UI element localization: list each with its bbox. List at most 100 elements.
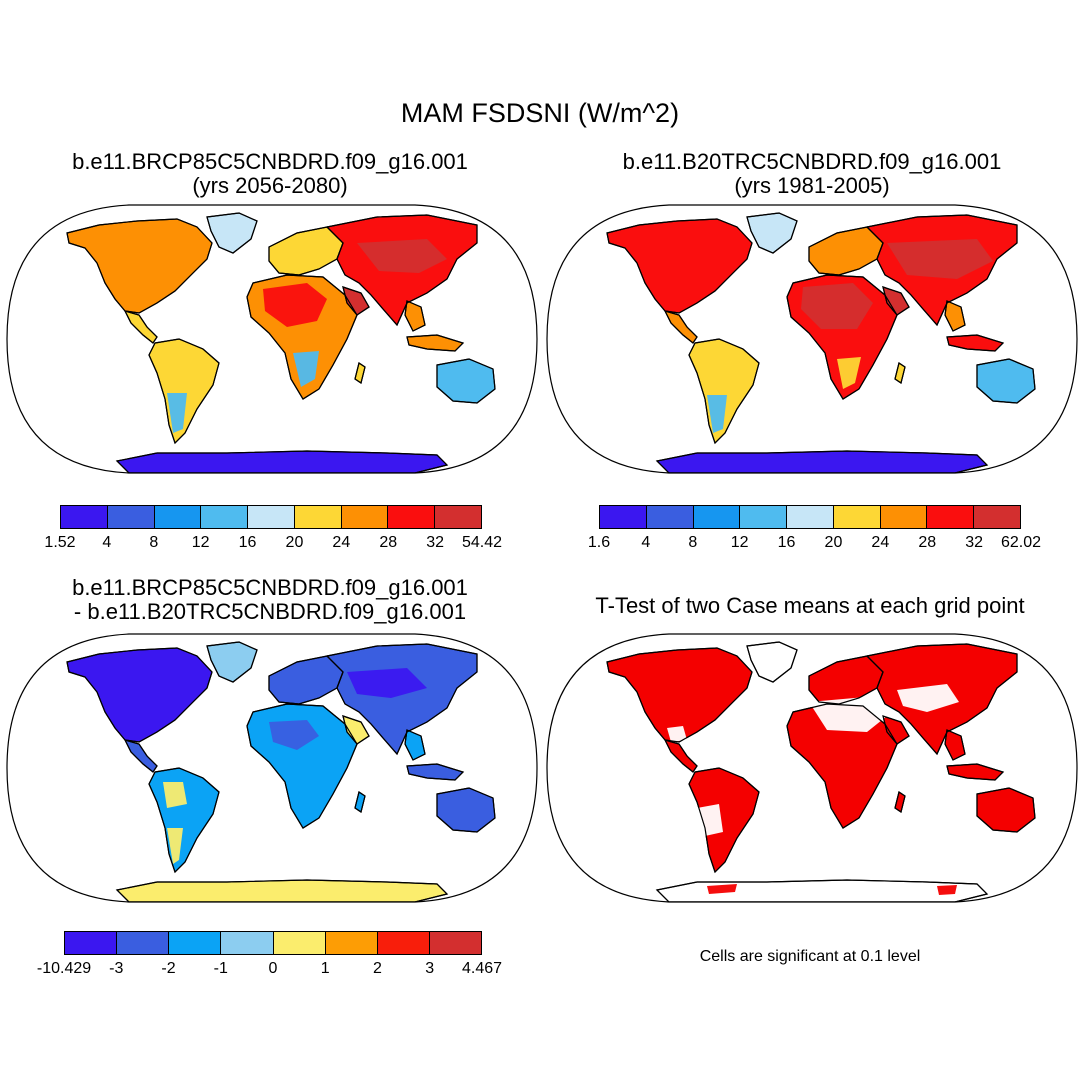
map-outline — [546, 204, 1078, 474]
map-outline — [6, 204, 538, 474]
field-region — [707, 395, 727, 433]
field-region — [347, 668, 427, 698]
colorbar-swatch — [201, 506, 249, 528]
field-region — [167, 828, 183, 864]
field-region — [837, 357, 861, 389]
colorbar-tick-label: 4 — [641, 534, 651, 551]
colorbar-tick-label: 1.52 — [44, 534, 76, 551]
colorbar-tick-label: 28 — [918, 534, 937, 551]
significance-note: Cells are significant at 0.1 level — [699, 948, 921, 965]
colorbar-tick-label: 24 — [332, 534, 351, 551]
colorbar-tick-label: 4.467 — [461, 960, 503, 977]
colorbar-swatch — [927, 506, 975, 528]
colorbar-swatch — [646, 506, 694, 528]
colorbar-tick-label: -2 — [161, 960, 176, 977]
panel-difference-title: b.e11.BRCP85C5CNBDRD.f09_g16.001 - b.e11… — [20, 576, 520, 624]
colorbar-historical — [599, 505, 1021, 529]
panel-future-years: (yrs 2056-2080) — [192, 173, 348, 198]
colorbar-tick-label: 8 — [688, 534, 698, 551]
colorbar-swatch — [377, 932, 430, 954]
field-region — [163, 782, 187, 808]
colorbar-tick-label: 32 — [965, 534, 984, 551]
colorbar-tick-label: 0 — [268, 960, 278, 977]
field-region — [809, 696, 887, 732]
field-region — [269, 720, 319, 750]
colorbar-swatch — [169, 932, 222, 954]
colorbar-difference — [64, 931, 482, 955]
colorbar-swatch — [273, 932, 326, 954]
map-outline — [546, 633, 1078, 903]
colorbar-swatch — [787, 506, 834, 528]
panel-future-title: b.e11.BRCP85C5CNBDRD.f09_g16.001 (yrs 20… — [20, 150, 520, 198]
field-region — [707, 884, 737, 894]
colorbar-tick-label: 3 — [425, 960, 435, 977]
landmass-antarctica — [115, 450, 449, 473]
colorbar-swatch — [429, 932, 481, 954]
colorbar-swatch — [341, 506, 389, 528]
colorbar-swatch — [294, 506, 342, 528]
colorbar-tick-label: 28 — [379, 534, 398, 551]
colorbar-swatch — [248, 506, 295, 528]
colorbar-swatch — [388, 506, 436, 528]
colorbar-swatch — [154, 506, 202, 528]
colorbar-tick-label: 20 — [824, 534, 843, 551]
colorbar-tick-label: 12 — [191, 534, 210, 551]
panel-ttest-title: T-Test of two Case means at each grid po… — [595, 593, 1025, 618]
map-outline — [6, 633, 538, 903]
field-region — [697, 804, 723, 836]
panel-historical-years: (yrs 1981-2005) — [734, 173, 890, 198]
landmass-antarctica — [655, 879, 989, 902]
colorbar-swatch — [117, 932, 170, 954]
colorbar-swatch — [600, 506, 647, 528]
colorbar-tick-label: 32 — [426, 534, 445, 551]
field-region — [667, 726, 687, 742]
colorbar-swatch — [61, 506, 108, 528]
colorbar-tick-label: -3 — [109, 960, 124, 977]
colorbar-tick-label: 24 — [871, 534, 890, 551]
figure-title: MAM FSDSNI (W/m^2) — [400, 98, 680, 128]
colorbar-swatch — [435, 506, 482, 528]
panel-historical-title: b.e11.B20TRC5CNBDRD.f09_g16.001 (yrs 198… — [562, 150, 1062, 198]
colorbar-swatch — [107, 506, 155, 528]
colorbar-tick-label: 2 — [373, 960, 382, 977]
colorbar-tick-label: 16 — [777, 534, 796, 551]
colorbar-swatch — [974, 506, 1021, 528]
map-historical-projection — [546, 204, 1078, 474]
map-ttest-projection — [546, 633, 1078, 903]
colorbar-swatch — [221, 932, 274, 954]
field-region — [293, 351, 319, 387]
panel-difference-case-b: - b.e11.B20TRC5CNBDRD.f09_g16.001 — [73, 599, 467, 624]
colorbar-tick-label: 1.6 — [587, 534, 611, 551]
colorbar-swatch — [880, 506, 928, 528]
colorbar-tick-label: 20 — [285, 534, 304, 551]
colorbar-swatch — [833, 506, 881, 528]
field-region — [897, 684, 959, 712]
colorbar-future — [60, 505, 482, 529]
field-region — [263, 283, 327, 327]
panel-future-case: b.e11.BRCP85C5CNBDRD.f09_g16.001 — [72, 149, 468, 174]
colorbar-swatch — [693, 506, 741, 528]
landmass-antarctica — [115, 879, 449, 902]
map-difference-projection — [6, 633, 538, 903]
colorbar-swatch — [325, 932, 378, 954]
field-region — [167, 393, 187, 433]
colorbar-tick-label: 12 — [730, 534, 749, 551]
panel-difference-case-a: b.e11.BRCP85C5CNBDRD.f09_g16.001 — [72, 575, 468, 600]
colorbar-tick-label: 1 — [320, 960, 330, 977]
colorbar-tick-label: 62.02 — [1000, 534, 1042, 551]
colorbar-tick-label: -1 — [213, 960, 228, 977]
panel-historical-case: b.e11.B20TRC5CNBDRD.f09_g16.001 — [622, 149, 1002, 174]
field-region — [357, 239, 447, 273]
colorbar-swatch — [65, 932, 118, 954]
field-region — [801, 283, 873, 329]
landmass-antarctica — [655, 450, 989, 473]
colorbar-tick-label: -10.429 — [36, 960, 92, 977]
colorbar-tick-label: 54.42 — [461, 534, 503, 551]
colorbar-tick-label: 8 — [149, 534, 159, 551]
colorbar-swatch — [740, 506, 788, 528]
field-region — [887, 239, 993, 279]
colorbar-tick-label: 4 — [102, 534, 112, 551]
field-region — [937, 885, 957, 895]
map-future-projection — [6, 204, 538, 474]
colorbar-tick-label: 16 — [238, 534, 257, 551]
